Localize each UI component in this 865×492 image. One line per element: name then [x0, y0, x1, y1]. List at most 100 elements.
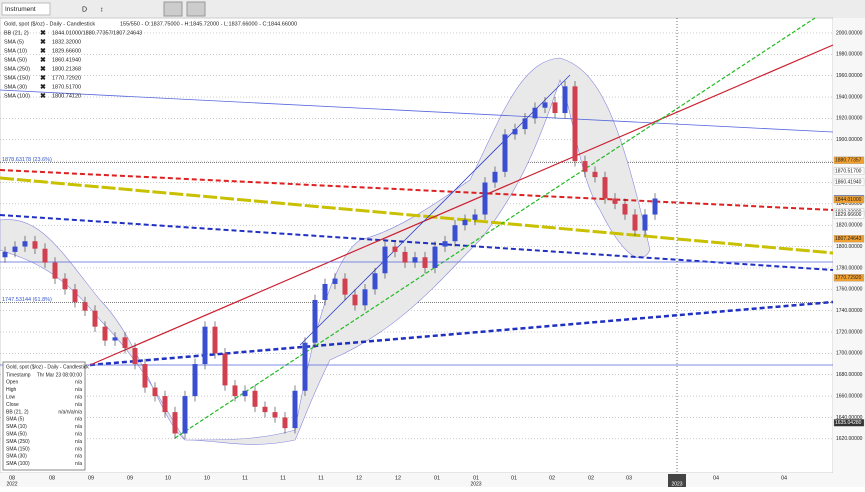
data-window-value: n/a: [75, 424, 82, 430]
trend-line: [0, 89, 834, 133]
price-tick-label: 1940.00000: [836, 94, 863, 100]
candle-body: [252, 390, 258, 407]
ohlc-readout: 155/550 - O:1837.75000 - H:1845.72000 - …: [120, 21, 297, 27]
candle-body: [182, 396, 188, 434]
data-window-key: SMA (30): [6, 454, 27, 460]
toolbar-button[interactable]: ↕: [100, 6, 104, 13]
indicator-close: ✖: [40, 92, 46, 100]
time-tick-label: 11: [318, 475, 324, 481]
price-marker: [833, 211, 865, 219]
candle-body: [172, 412, 178, 434]
price-tick-label: 1920.00000: [836, 116, 863, 122]
price-tick-label: 1800.00000: [836, 244, 863, 250]
candle-body: [562, 86, 568, 114]
price-marker-label: 1860.41940: [835, 179, 862, 185]
candle-body: [322, 283, 328, 300]
data-window-key: SMA (50): [6, 432, 27, 438]
time-tick-label: 04: [781, 475, 787, 481]
candle-body: [42, 248, 48, 263]
indicator-close: ✖: [40, 65, 46, 73]
data-window-title: Gold, spot ($/oz) - Daily - Candlestick: [6, 364, 89, 370]
indicator-name: SMA (150): [4, 75, 30, 81]
price-marker: [833, 178, 865, 186]
candle-body: [592, 171, 598, 178]
price-marker: [833, 195, 865, 204]
time-year-label: 2022: [6, 481, 17, 487]
indicator-value: 1829.66600: [52, 48, 81, 54]
candle-body: [12, 246, 18, 252]
toolbar-button-active[interactable]: [186, 1, 206, 17]
data-window-key: Open: [6, 380, 18, 386]
time-tick-label: 01: [511, 475, 517, 481]
data-window-key: Low: [6, 395, 16, 401]
data-window-value: n/a: [75, 402, 82, 408]
candle-body: [212, 326, 218, 354]
price-marker: [833, 274, 865, 282]
candle-body: [412, 257, 418, 263]
trend-line: [0, 214, 834, 271]
candle-body: [572, 86, 578, 162]
price-marker: [833, 235, 865, 243]
data-window-key: SMA (5): [6, 417, 24, 423]
candle-body: [282, 417, 288, 429]
data-window: [2, 361, 86, 471]
candle-body: [242, 390, 248, 397]
price-tick-label: 1720.00000: [836, 329, 863, 335]
candle-body: [422, 257, 428, 268]
time-tick-label: 03: [626, 475, 632, 481]
candle-body: [402, 251, 408, 263]
candle-body: [652, 198, 658, 215]
data-window-key: Timestamp: [6, 372, 31, 378]
time-tick-label: 02: [588, 475, 594, 481]
candle-body: [222, 353, 228, 386]
candle-body: [392, 246, 398, 252]
time-tick-label: 11: [242, 475, 248, 481]
time-tick-label: 01: [434, 475, 440, 481]
candle-body: [52, 262, 58, 279]
time-tick-label: 04: [713, 475, 719, 481]
time-tick-label: 08: [49, 475, 55, 481]
candle-body: [272, 412, 278, 418]
candle-body: [122, 337, 128, 349]
candle-body: [362, 289, 368, 306]
indicator-close: ✖: [40, 47, 46, 55]
indicator-value: 1860.41940: [52, 57, 81, 63]
price-tick-label: 1840.00000: [836, 201, 863, 207]
time-tick-label: 12: [395, 475, 401, 481]
indicator-value: 1800.74120: [52, 93, 81, 99]
price-tick-label: 1980.00000: [836, 52, 863, 58]
candle-body: [522, 118, 528, 130]
candle-body: [542, 102, 548, 108]
price-tick-label: 1700.00000: [836, 351, 863, 357]
candle-body: [372, 273, 378, 290]
data-window-value: n/a: [75, 387, 82, 393]
data-window-key: SMA (10): [6, 424, 27, 430]
indicator-close: ✖: [40, 83, 46, 91]
indicator-name: SMA (250): [4, 66, 30, 72]
indicator-name: BB (21, 2): [4, 30, 29, 36]
instrument-dropdown[interactable]: [1, 2, 51, 16]
candle-body: [642, 214, 648, 231]
data-window-value: Thr Mar 23 08:00:00: [37, 372, 83, 378]
time-tick-label: 10: [204, 475, 210, 481]
price-tick-label: 1740.00000: [836, 308, 863, 314]
indicator-close: ✖: [40, 56, 46, 64]
candle-body: [92, 310, 98, 327]
price-marker: [833, 156, 865, 164]
data-window-value: n/a: [75, 454, 82, 460]
toolbar-button[interactable]: D: [82, 6, 87, 13]
candle-body: [162, 396, 168, 413]
indicator-name: SMA (30): [4, 84, 27, 90]
cursor-date-box: [668, 474, 686, 487]
data-window-key: SMA (150): [6, 446, 30, 452]
price-tick-label: 2000.00000: [836, 30, 863, 36]
data-window-key: SMA (250): [6, 439, 30, 445]
candle-body: [472, 214, 478, 220]
fib-label: 1747.53144 (61.8%): [2, 297, 52, 303]
time-year-label: 2023: [671, 481, 682, 487]
data-window-value: n/a: [75, 380, 82, 386]
toolbar-button-active[interactable]: [163, 1, 183, 17]
price-tick-label: 1820.00000: [836, 223, 863, 229]
candle-body: [342, 278, 348, 295]
price-tick-label: 1900.00000: [836, 137, 863, 143]
